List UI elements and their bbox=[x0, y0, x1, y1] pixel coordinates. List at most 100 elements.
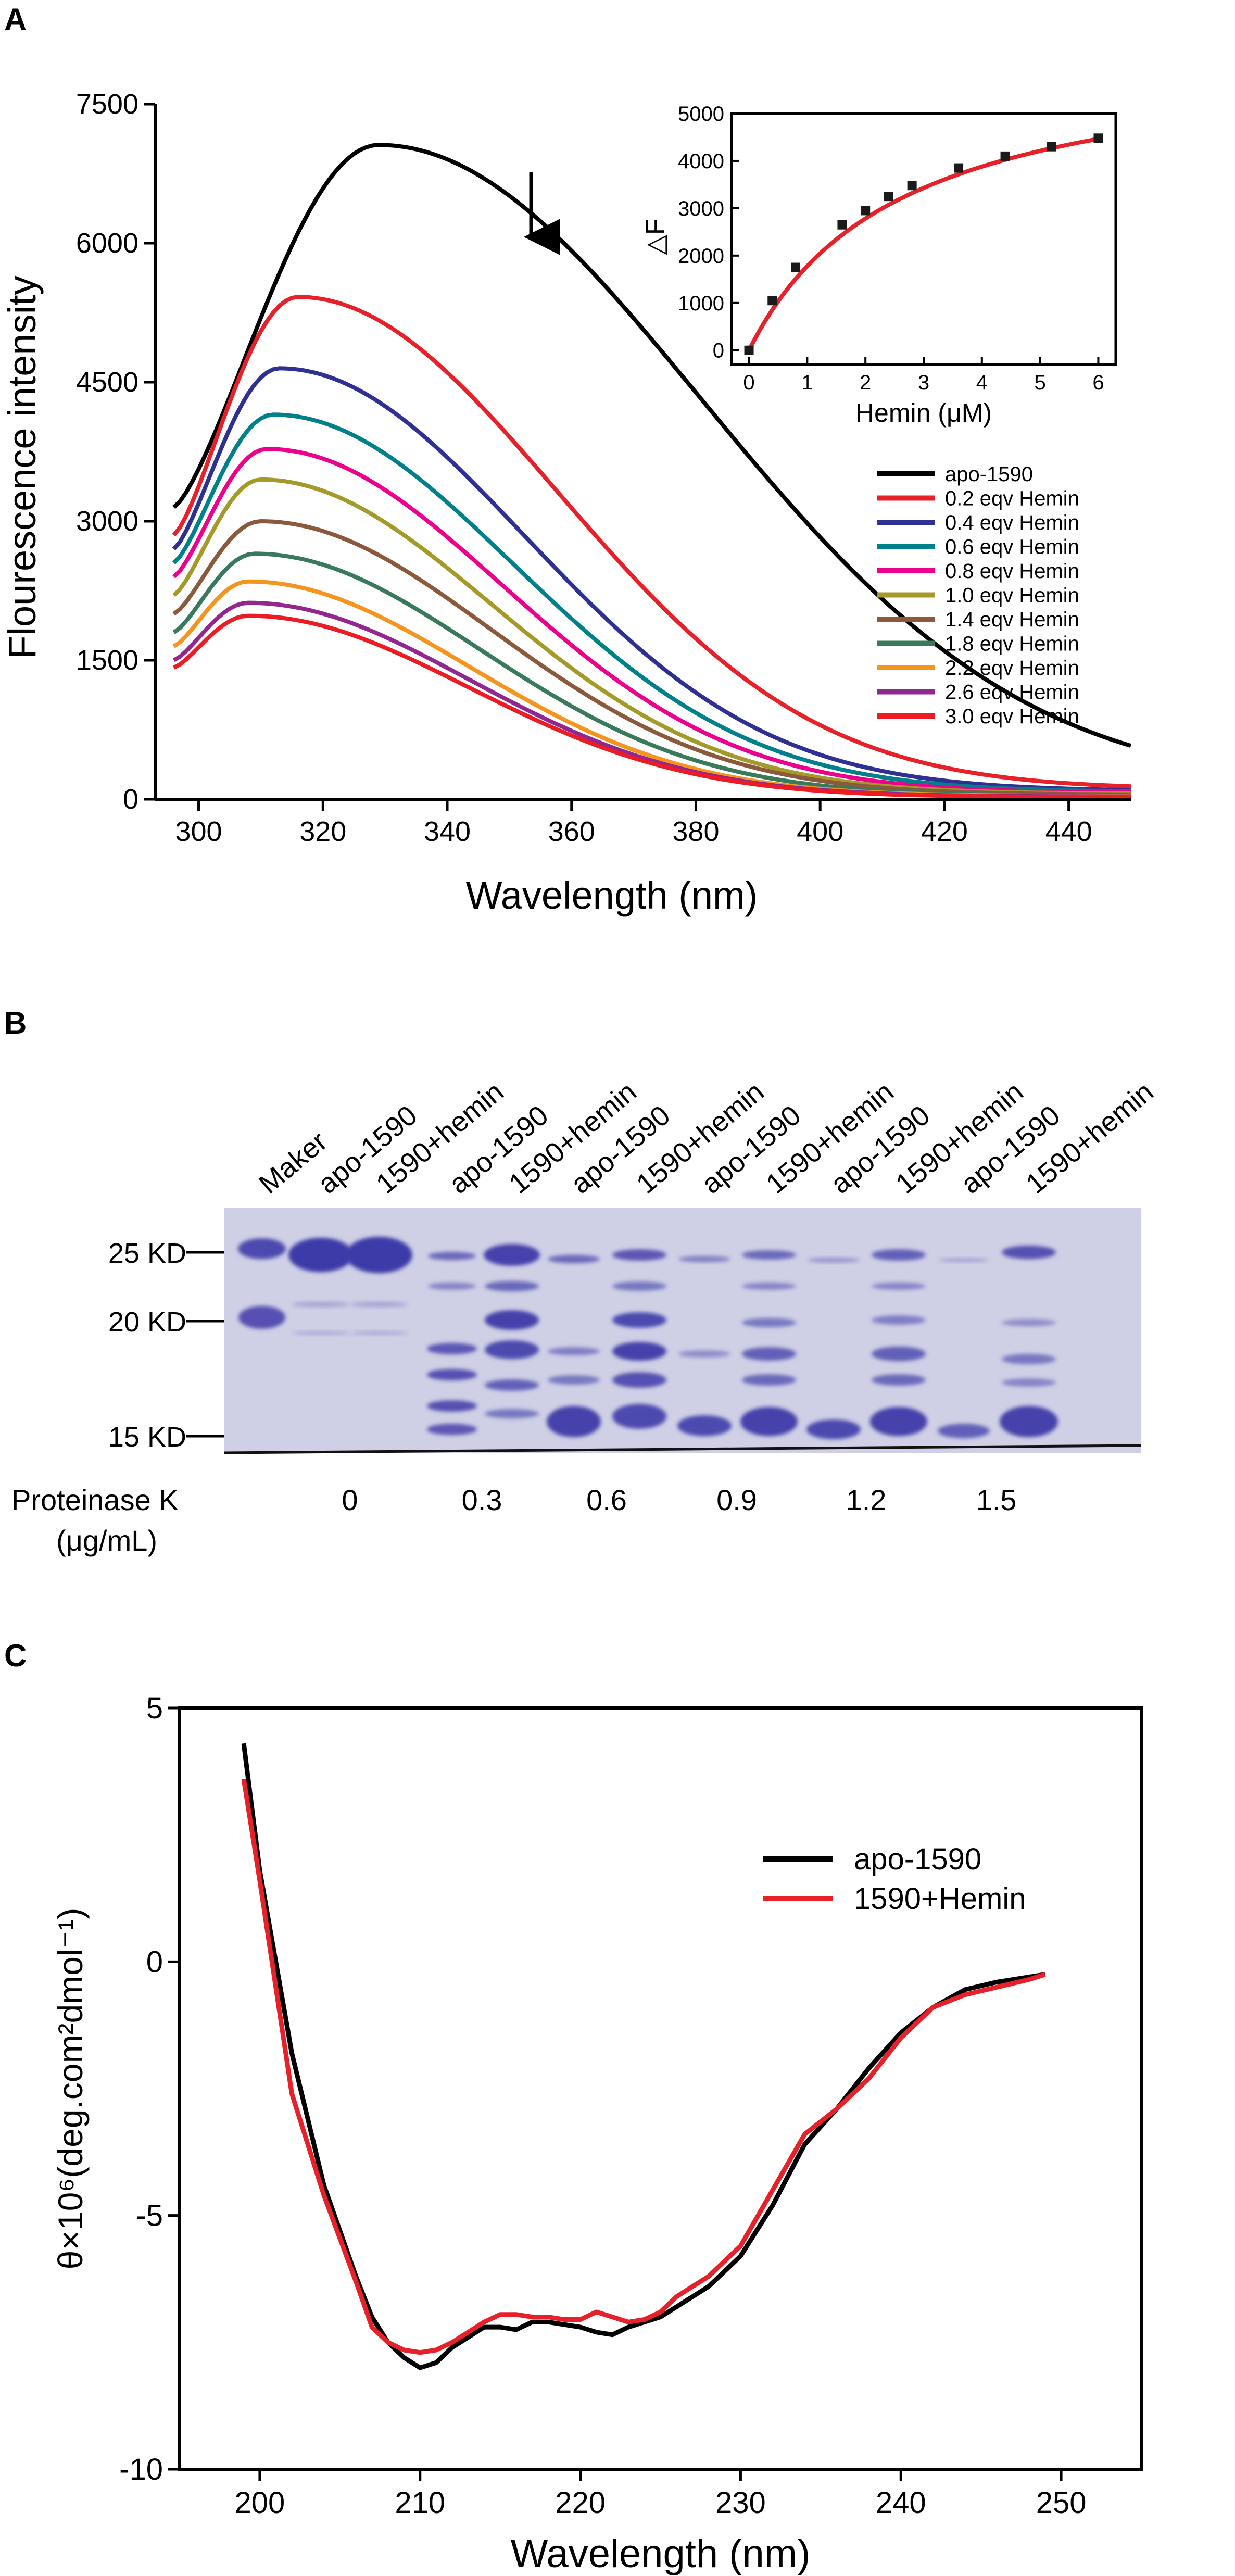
panel-c-chart: 200 210 220 230 240 250 5 0 -5 -10 Wavelength (nm)… bbox=[51, 1691, 1143, 2576]
inset-x-tick-label: 0 bbox=[743, 371, 754, 394]
inset-x-tick-label: 1 bbox=[801, 371, 813, 394]
inset-y-tick-label: 1000 bbox=[678, 292, 724, 315]
gel-band bbox=[346, 1237, 412, 1273]
legend-label: 1.0 eqv Hemin bbox=[945, 584, 1079, 607]
gel-band bbox=[612, 1312, 666, 1328]
gel-band bbox=[678, 1256, 730, 1262]
inset-y-tick-label: 4000 bbox=[678, 150, 724, 173]
gel-band bbox=[740, 1407, 798, 1436]
inset-frame bbox=[730, 112, 1117, 366]
x-tick-label: 320 bbox=[299, 816, 346, 847]
x-tick-label: 440 bbox=[1045, 816, 1092, 847]
gel-band bbox=[612, 1404, 666, 1429]
concentration-label: 0.6 bbox=[586, 1484, 627, 1516]
x-tick-label: 230 bbox=[715, 2486, 766, 2520]
gel-band bbox=[547, 1406, 601, 1437]
legend-label: 0.6 eqv Hemin bbox=[945, 536, 1079, 559]
inset-x-tick-label: 3 bbox=[918, 371, 929, 394]
data-point bbox=[1000, 151, 1010, 161]
gel-band bbox=[428, 1283, 476, 1290]
data-point bbox=[837, 220, 847, 230]
gel-band bbox=[612, 1281, 666, 1291]
panel-b-label: B bbox=[4, 1006, 27, 1040]
series-line-1 bbox=[172, 295, 1131, 789]
gel-band bbox=[872, 1374, 926, 1386]
series-line-0 bbox=[241, 1743, 1046, 2370]
inset-x-tick-label: 6 bbox=[1092, 371, 1104, 394]
gel-band bbox=[292, 1302, 349, 1307]
fit-curve bbox=[747, 136, 1099, 351]
gel-lane-label: Maker bbox=[253, 1126, 333, 1200]
x-tick-label: 210 bbox=[395, 2486, 445, 2520]
x-axis-label: Wavelength (nm) bbox=[466, 874, 758, 917]
gel-band bbox=[742, 1374, 796, 1386]
legend-label: apo-1590 bbox=[945, 463, 1033, 486]
gel-band bbox=[808, 1258, 860, 1263]
gel-band bbox=[1002, 1246, 1056, 1259]
gel-band bbox=[872, 1315, 926, 1325]
gel-band bbox=[548, 1375, 600, 1385]
gel-band bbox=[485, 1310, 539, 1330]
gel-band bbox=[1000, 1406, 1058, 1437]
concentration-label: 0.9 bbox=[716, 1484, 757, 1516]
panel-a-inset-chart: 0 1 2 3 4 5 6 0 1000 2000 3000 4000 5000 Hemin (μM) △F bbox=[640, 103, 1117, 428]
gel-band bbox=[742, 1250, 796, 1260]
legend-label: apo-1590 bbox=[854, 1842, 981, 1876]
marker-label: 15 KD bbox=[108, 1422, 186, 1453]
gel-band bbox=[939, 1258, 989, 1262]
x-tick-label: 300 bbox=[175, 816, 222, 847]
x-tick-label: 340 bbox=[424, 816, 471, 847]
x-tick-label: 400 bbox=[797, 816, 843, 847]
gel-band bbox=[1002, 1319, 1056, 1326]
gel-band bbox=[350, 1302, 408, 1307]
gel-band bbox=[427, 1400, 477, 1412]
inset-y-axis-label: △F bbox=[640, 219, 670, 255]
series-line-3 bbox=[172, 412, 1131, 794]
gel-band bbox=[427, 1424, 477, 1435]
inset-y-tick-label: 3000 bbox=[678, 197, 724, 220]
inset-y-tick-label: 5000 bbox=[678, 103, 724, 125]
gel-band bbox=[548, 1255, 600, 1263]
y-tick-label: 7500 bbox=[76, 89, 138, 120]
series-line-0 bbox=[172, 143, 1132, 748]
gel-band bbox=[872, 1283, 926, 1290]
gel-band bbox=[485, 1409, 539, 1418]
gel-band bbox=[742, 1347, 796, 1361]
data-point bbox=[884, 192, 893, 202]
gel-bottom-edge bbox=[223, 1444, 1142, 1454]
legend-label: 1.4 eqv Hemin bbox=[945, 608, 1079, 631]
y-tick-label: 0 bbox=[123, 784, 138, 815]
x-tick-label: 360 bbox=[548, 816, 595, 847]
gel-band bbox=[612, 1372, 666, 1388]
legend-label: 3.0 eqv Hemin bbox=[945, 705, 1079, 728]
y-tick-label: 0 bbox=[146, 1945, 163, 1979]
y-tick-label: -5 bbox=[136, 2199, 163, 2233]
y-tick-label: 6000 bbox=[76, 228, 138, 259]
gel-band bbox=[238, 1306, 285, 1329]
data-point bbox=[767, 296, 777, 306]
gel-band bbox=[428, 1252, 476, 1260]
y-tick-label: 5 bbox=[146, 1691, 163, 1725]
marker-label: 25 KD bbox=[108, 1238, 186, 1269]
legend-label: 0.8 eqv Hemin bbox=[945, 560, 1079, 583]
gel-band bbox=[292, 1331, 349, 1335]
data-point bbox=[791, 262, 800, 272]
inset-x-tick-label: 2 bbox=[860, 371, 871, 394]
gel-band bbox=[238, 1238, 286, 1259]
y-axis-label: Flourescence intensity bbox=[1, 275, 44, 659]
protease-unit: (μg/mL) bbox=[56, 1524, 157, 1557]
protease-label: Proteinase K bbox=[11, 1484, 179, 1516]
gel-band bbox=[484, 1244, 540, 1266]
gel-band bbox=[427, 1369, 477, 1380]
x-tick-label: 380 bbox=[672, 816, 719, 847]
concentration-label: 1.2 bbox=[846, 1484, 887, 1516]
data-point bbox=[907, 181, 917, 191]
legend-label: 0.2 eqv Hemin bbox=[945, 487, 1079, 510]
data-point bbox=[744, 345, 754, 355]
data-point bbox=[861, 206, 871, 216]
gel-band bbox=[806, 1419, 861, 1439]
y-tick-label: 4500 bbox=[76, 367, 138, 398]
inset-y-tick-label: 0 bbox=[713, 340, 724, 362]
gel-band bbox=[612, 1249, 666, 1261]
gel-band bbox=[872, 1249, 926, 1261]
